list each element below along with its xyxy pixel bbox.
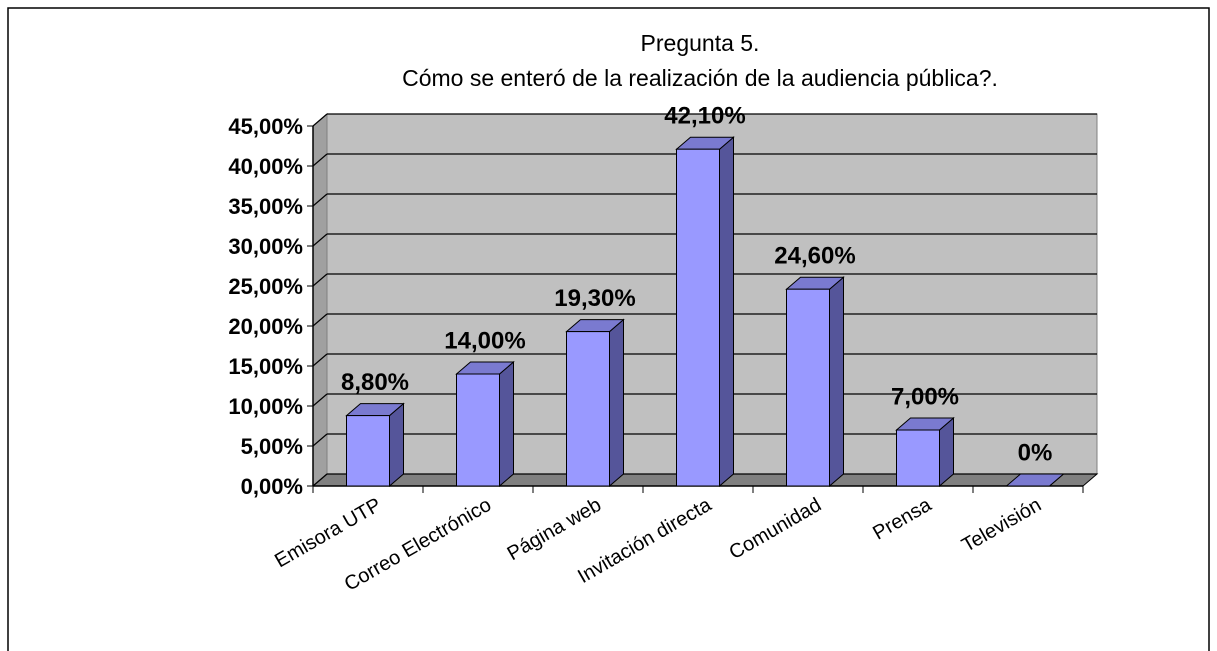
- bar-side: [499, 360, 514, 488]
- value-label: 24,60%: [774, 243, 855, 270]
- y-tick-label: 0,00%: [241, 474, 303, 499]
- grid-line-side: [312, 433, 328, 447]
- y-tick-label: 20,00%: [228, 314, 303, 339]
- grid-line-side: [312, 233, 328, 247]
- bar-side: [829, 276, 844, 488]
- grid-line-side: [312, 313, 328, 327]
- bar: [346, 415, 390, 487]
- y-tick-label: 35,00%: [228, 194, 303, 219]
- grid-line-side: [312, 393, 328, 407]
- chart-title: Pregunta 5.: [641, 30, 760, 56]
- grid-line-side: [312, 113, 328, 127]
- bar-side: [389, 402, 404, 488]
- y-tick-label: 15,00%: [228, 354, 303, 379]
- chart-subtitle: Cómo se enteró de la realización de la a…: [402, 65, 998, 91]
- y-tick-label: 25,00%: [228, 274, 303, 299]
- y-tick-label: 45,00%: [228, 114, 303, 139]
- y-tick-label: 30,00%: [228, 234, 303, 259]
- grid-line-side: [312, 473, 328, 487]
- grid-line-side: [312, 193, 328, 207]
- value-label: 0%: [1018, 439, 1053, 466]
- bar-side: [719, 136, 734, 488]
- bar-top: [1005, 473, 1065, 487]
- value-label: 14,00%: [444, 327, 525, 354]
- value-label: 42,10%: [664, 103, 745, 130]
- value-label: 8,80%: [341, 369, 409, 396]
- grid-line-side: [312, 153, 328, 167]
- grid-line-side: [312, 273, 328, 287]
- value-label: 19,30%: [554, 285, 635, 312]
- bar: [566, 331, 610, 487]
- y-tick-label: 40,00%: [228, 154, 303, 179]
- bar: [676, 148, 720, 487]
- bar: [456, 373, 500, 487]
- bar-side: [609, 318, 624, 488]
- bar: [896, 429, 940, 487]
- bar: [786, 288, 830, 487]
- y-tick-label: 5,00%: [241, 434, 303, 459]
- value-label: 7,00%: [891, 383, 959, 410]
- side-wall: [312, 112, 328, 488]
- grid-line-side: [312, 353, 328, 367]
- y-tick-label: 10,00%: [228, 394, 303, 419]
